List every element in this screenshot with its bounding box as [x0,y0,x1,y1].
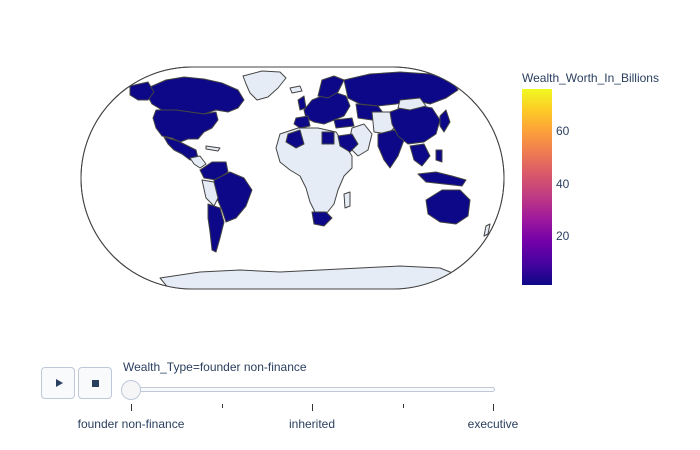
country-brazil[interactable] [213,171,253,223]
country-alaska[interactable] [129,81,155,101]
country-greenland[interactable] [242,70,287,101]
country-south-africa[interactable] [311,211,333,227]
country-turkey[interactable] [333,117,355,129]
play-button[interactable] [41,367,75,399]
play-icon [55,379,63,387]
slider-tick-minor [403,404,404,408]
slider-handle[interactable] [121,380,141,400]
stop-icon [91,379,99,387]
country-indonesia[interactable] [417,171,467,187]
colorbar-tick: 60 [556,124,570,138]
country-canada[interactable] [146,76,245,115]
slider-step-founder-non-finance[interactable]: founder non-finance [77,417,185,431]
country-argentina[interactable] [207,203,225,253]
country-colombia[interactable] [199,161,229,181]
colorbar-title: Wealth_Worth_In_Billions [522,71,659,85]
country-central-america[interactable] [189,155,207,169]
country-philippines[interactable] [435,149,443,163]
country-australia[interactable] [425,189,471,225]
colorbar-tick: 20 [556,229,570,243]
country-algeria[interactable] [285,129,305,149]
slider-tick [493,404,494,411]
country-new-zealand[interactable] [483,223,491,237]
slider-step-inherited[interactable]: inherited [288,417,336,431]
country-africa[interactable] [275,127,353,215]
country-cuba[interactable] [205,145,221,152]
slider-current-label: Wealth_Type=founder non-finance [123,360,307,374]
colorbar-tick: 40 [556,177,570,191]
slider-tick-minor [222,404,223,408]
country-antarctica[interactable] [159,265,461,290]
slider-tick [131,404,132,411]
slider-tick [312,404,313,411]
country-peru[interactable] [201,179,219,207]
stop-button[interactable] [78,367,112,399]
country-southeast-asia[interactable] [409,143,431,167]
slider-step-executive[interactable]: executive [467,417,519,431]
country-spain[interactable] [293,115,311,129]
colorbar [522,89,552,285]
country-egypt[interactable] [321,131,335,145]
country-mongolia[interactable] [397,97,427,111]
country-usa[interactable] [152,109,219,143]
country-saudi-arabia[interactable] [337,133,359,153]
country-japan[interactable] [439,109,451,133]
country-madagascar[interactable] [343,191,351,209]
slider-rail[interactable] [123,387,495,392]
country-iceland[interactable] [289,85,303,94]
